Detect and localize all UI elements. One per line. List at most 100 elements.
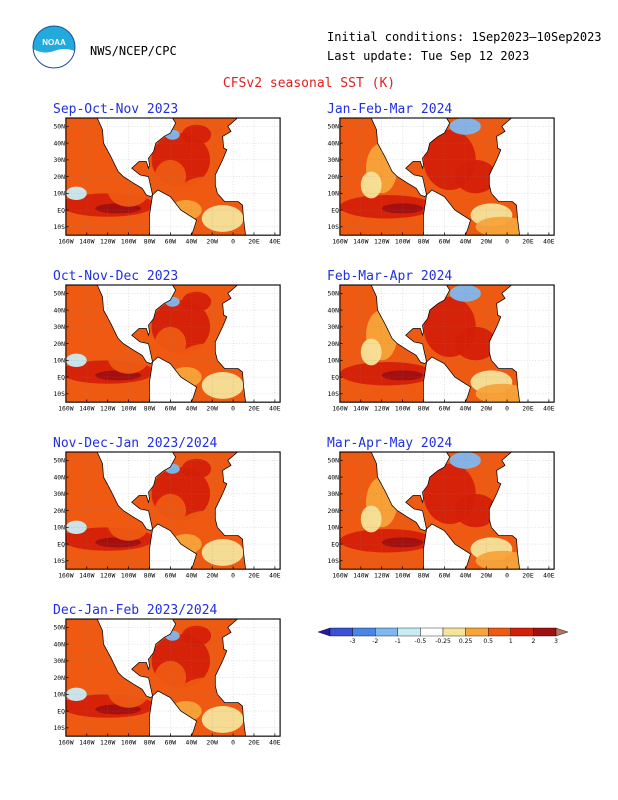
colorbar-label: 3 bbox=[554, 638, 558, 645]
lon-tick-label: 20W bbox=[480, 404, 492, 412]
lat-tick-label: 40N bbox=[327, 139, 339, 147]
lon-tick-label: 160W bbox=[332, 571, 348, 579]
panel-title: Mar-Apr-May 2024 bbox=[327, 436, 453, 451]
sst-anomaly-region bbox=[65, 148, 110, 189]
colorbar-segment bbox=[442, 627, 466, 637]
sst-anomaly-region bbox=[475, 383, 528, 403]
panel-title: Jan-Feb-Mar 2024 bbox=[327, 102, 453, 117]
colorbar-segment bbox=[465, 627, 489, 637]
lon-tick-label: 100W bbox=[395, 237, 411, 245]
lon-tick-label: 40W bbox=[186, 571, 198, 579]
north-america-land bbox=[339, 452, 451, 532]
sst-anomaly-region bbox=[201, 706, 244, 733]
sst-anomaly-region bbox=[201, 205, 244, 232]
colorbar-segment bbox=[397, 627, 421, 637]
lon-tick-label: 80W bbox=[144, 237, 156, 245]
sst-map: 50N 40N 30N 20N 10N EQ 10S 160W 140W 120W 100W 80W 6… bbox=[53, 117, 281, 245]
north-america-land bbox=[65, 452, 177, 532]
lon-tick-label: 40W bbox=[460, 571, 472, 579]
lat-tick-label: 10S bbox=[53, 223, 65, 231]
colorbar-segment bbox=[420, 627, 444, 637]
colorbar-segment bbox=[487, 627, 511, 637]
lon-tick-label: 100W bbox=[121, 237, 137, 245]
lat-tick-label: 10N bbox=[327, 524, 339, 532]
lat-tick-label: 10N bbox=[327, 190, 339, 198]
sst-anomaly-region bbox=[181, 458, 212, 479]
sst-anomaly-region bbox=[65, 649, 110, 690]
sst-anomaly-region bbox=[475, 216, 528, 236]
last-update: Last update: Tue Sep 12 2023 bbox=[327, 49, 530, 63]
lon-tick-label: 0 bbox=[505, 237, 509, 245]
lon-tick-label: 80W bbox=[418, 571, 430, 579]
colorbar-segment bbox=[555, 627, 569, 637]
sst-anomaly-region bbox=[65, 315, 110, 356]
lat-tick-label: EQ bbox=[57, 540, 65, 548]
lon-tick-label: 40E bbox=[543, 237, 555, 245]
lon-tick-label: 60W bbox=[165, 738, 177, 746]
sst-map: 50N 40N 30N 20N 10N EQ 10S 160W 140W 120W 100W 80W 6… bbox=[53, 618, 281, 746]
lon-tick-label: 80W bbox=[144, 404, 156, 412]
lat-tick-label: 20N bbox=[53, 340, 65, 348]
lon-tick-label: 20E bbox=[248, 237, 260, 245]
lat-tick-label: EQ bbox=[331, 373, 339, 381]
lon-tick-label: 120W bbox=[374, 237, 390, 245]
lon-tick-label: 160W bbox=[332, 404, 348, 412]
sst-anomaly-region bbox=[360, 338, 382, 366]
sst-map: 50N 40N 30N 20N 10N EQ 10S 160W 140W 120W 100W 80W 6… bbox=[327, 117, 555, 245]
lon-tick-label: 40W bbox=[186, 738, 198, 746]
svg-text:NOAA: NOAA bbox=[42, 38, 66, 47]
lat-tick-label: 10S bbox=[53, 390, 65, 398]
panel-title: Feb-Mar-Apr 2024 bbox=[327, 269, 453, 284]
initial-conditions: Initial conditions: 1Sep2023–10Sep2023 bbox=[327, 30, 602, 44]
lon-tick-label: 140W bbox=[79, 404, 95, 412]
lon-tick-label: 100W bbox=[121, 738, 137, 746]
lon-tick-label: 140W bbox=[79, 237, 95, 245]
colorbar-segment bbox=[533, 627, 557, 637]
lon-tick-label: 120W bbox=[100, 738, 116, 746]
colorbar-segment bbox=[329, 627, 353, 637]
main-title: CFSv2 seasonal SST (K) bbox=[222, 76, 396, 91]
lat-tick-label: 10N bbox=[53, 357, 65, 365]
lat-tick-label: 10S bbox=[327, 223, 339, 231]
lat-tick-label: 20N bbox=[327, 507, 339, 515]
lon-tick-label: 20W bbox=[206, 404, 218, 412]
colorbar-label: 1 bbox=[509, 638, 513, 645]
lat-tick-label: EQ bbox=[331, 540, 339, 548]
forecast-panel: Mar-Apr-May 2024 50N 40N 30N 20N 10N EQ 10S 160W… bbox=[327, 436, 567, 579]
lat-tick-label: 10N bbox=[53, 190, 65, 198]
colorbar-label: 2 bbox=[531, 638, 535, 645]
panel-title: Nov-Dec-Jan 2023/2024 bbox=[53, 436, 218, 451]
lat-tick-label: 30N bbox=[327, 323, 339, 331]
sst-anomaly-region bbox=[475, 550, 528, 570]
colorbar-label: -2 bbox=[372, 638, 378, 645]
lon-tick-label: 20E bbox=[522, 571, 534, 579]
lat-tick-label: 50N bbox=[53, 123, 65, 131]
lon-tick-label: 40E bbox=[269, 738, 281, 746]
lon-tick-label: 40E bbox=[269, 237, 281, 245]
lon-tick-label: 20W bbox=[206, 571, 218, 579]
lat-tick-label: 40N bbox=[327, 473, 339, 481]
sst-colorbar: -3 -2 -1 -0.5 -0.25 0.25 0.5 1 2 3 bbox=[318, 627, 569, 645]
sst-anomaly-region bbox=[65, 687, 87, 702]
colorbar-label: -0.25 bbox=[435, 638, 451, 645]
lat-tick-label: EQ bbox=[331, 206, 339, 214]
north-america-land bbox=[65, 619, 177, 699]
forecast-panel: Jan-Feb-Mar 2024 50N 40N 30N 20N 10N EQ 10S 160W… bbox=[327, 102, 567, 245]
lon-tick-label: 60W bbox=[439, 404, 451, 412]
sst-anomaly-region bbox=[65, 482, 110, 523]
lon-tick-label: 80W bbox=[144, 738, 156, 746]
colorbar-label: -1 bbox=[395, 638, 401, 645]
lon-tick-label: 60W bbox=[439, 571, 451, 579]
lat-tick-label: 50N bbox=[327, 123, 339, 131]
lat-tick-label: 10N bbox=[53, 524, 65, 532]
lon-tick-label: 20E bbox=[248, 571, 260, 579]
noaa-logo: NOAA bbox=[32, 25, 76, 69]
lat-tick-label: 10S bbox=[53, 557, 65, 565]
colorbar-label: -0.5 bbox=[415, 638, 427, 645]
lat-tick-label: EQ bbox=[57, 206, 65, 214]
lon-tick-label: 120W bbox=[100, 571, 116, 579]
lon-tick-label: 0 bbox=[231, 237, 235, 245]
lon-tick-label: 20E bbox=[248, 404, 260, 412]
lon-tick-label: 20W bbox=[206, 237, 218, 245]
lon-tick-label: 120W bbox=[100, 404, 116, 412]
